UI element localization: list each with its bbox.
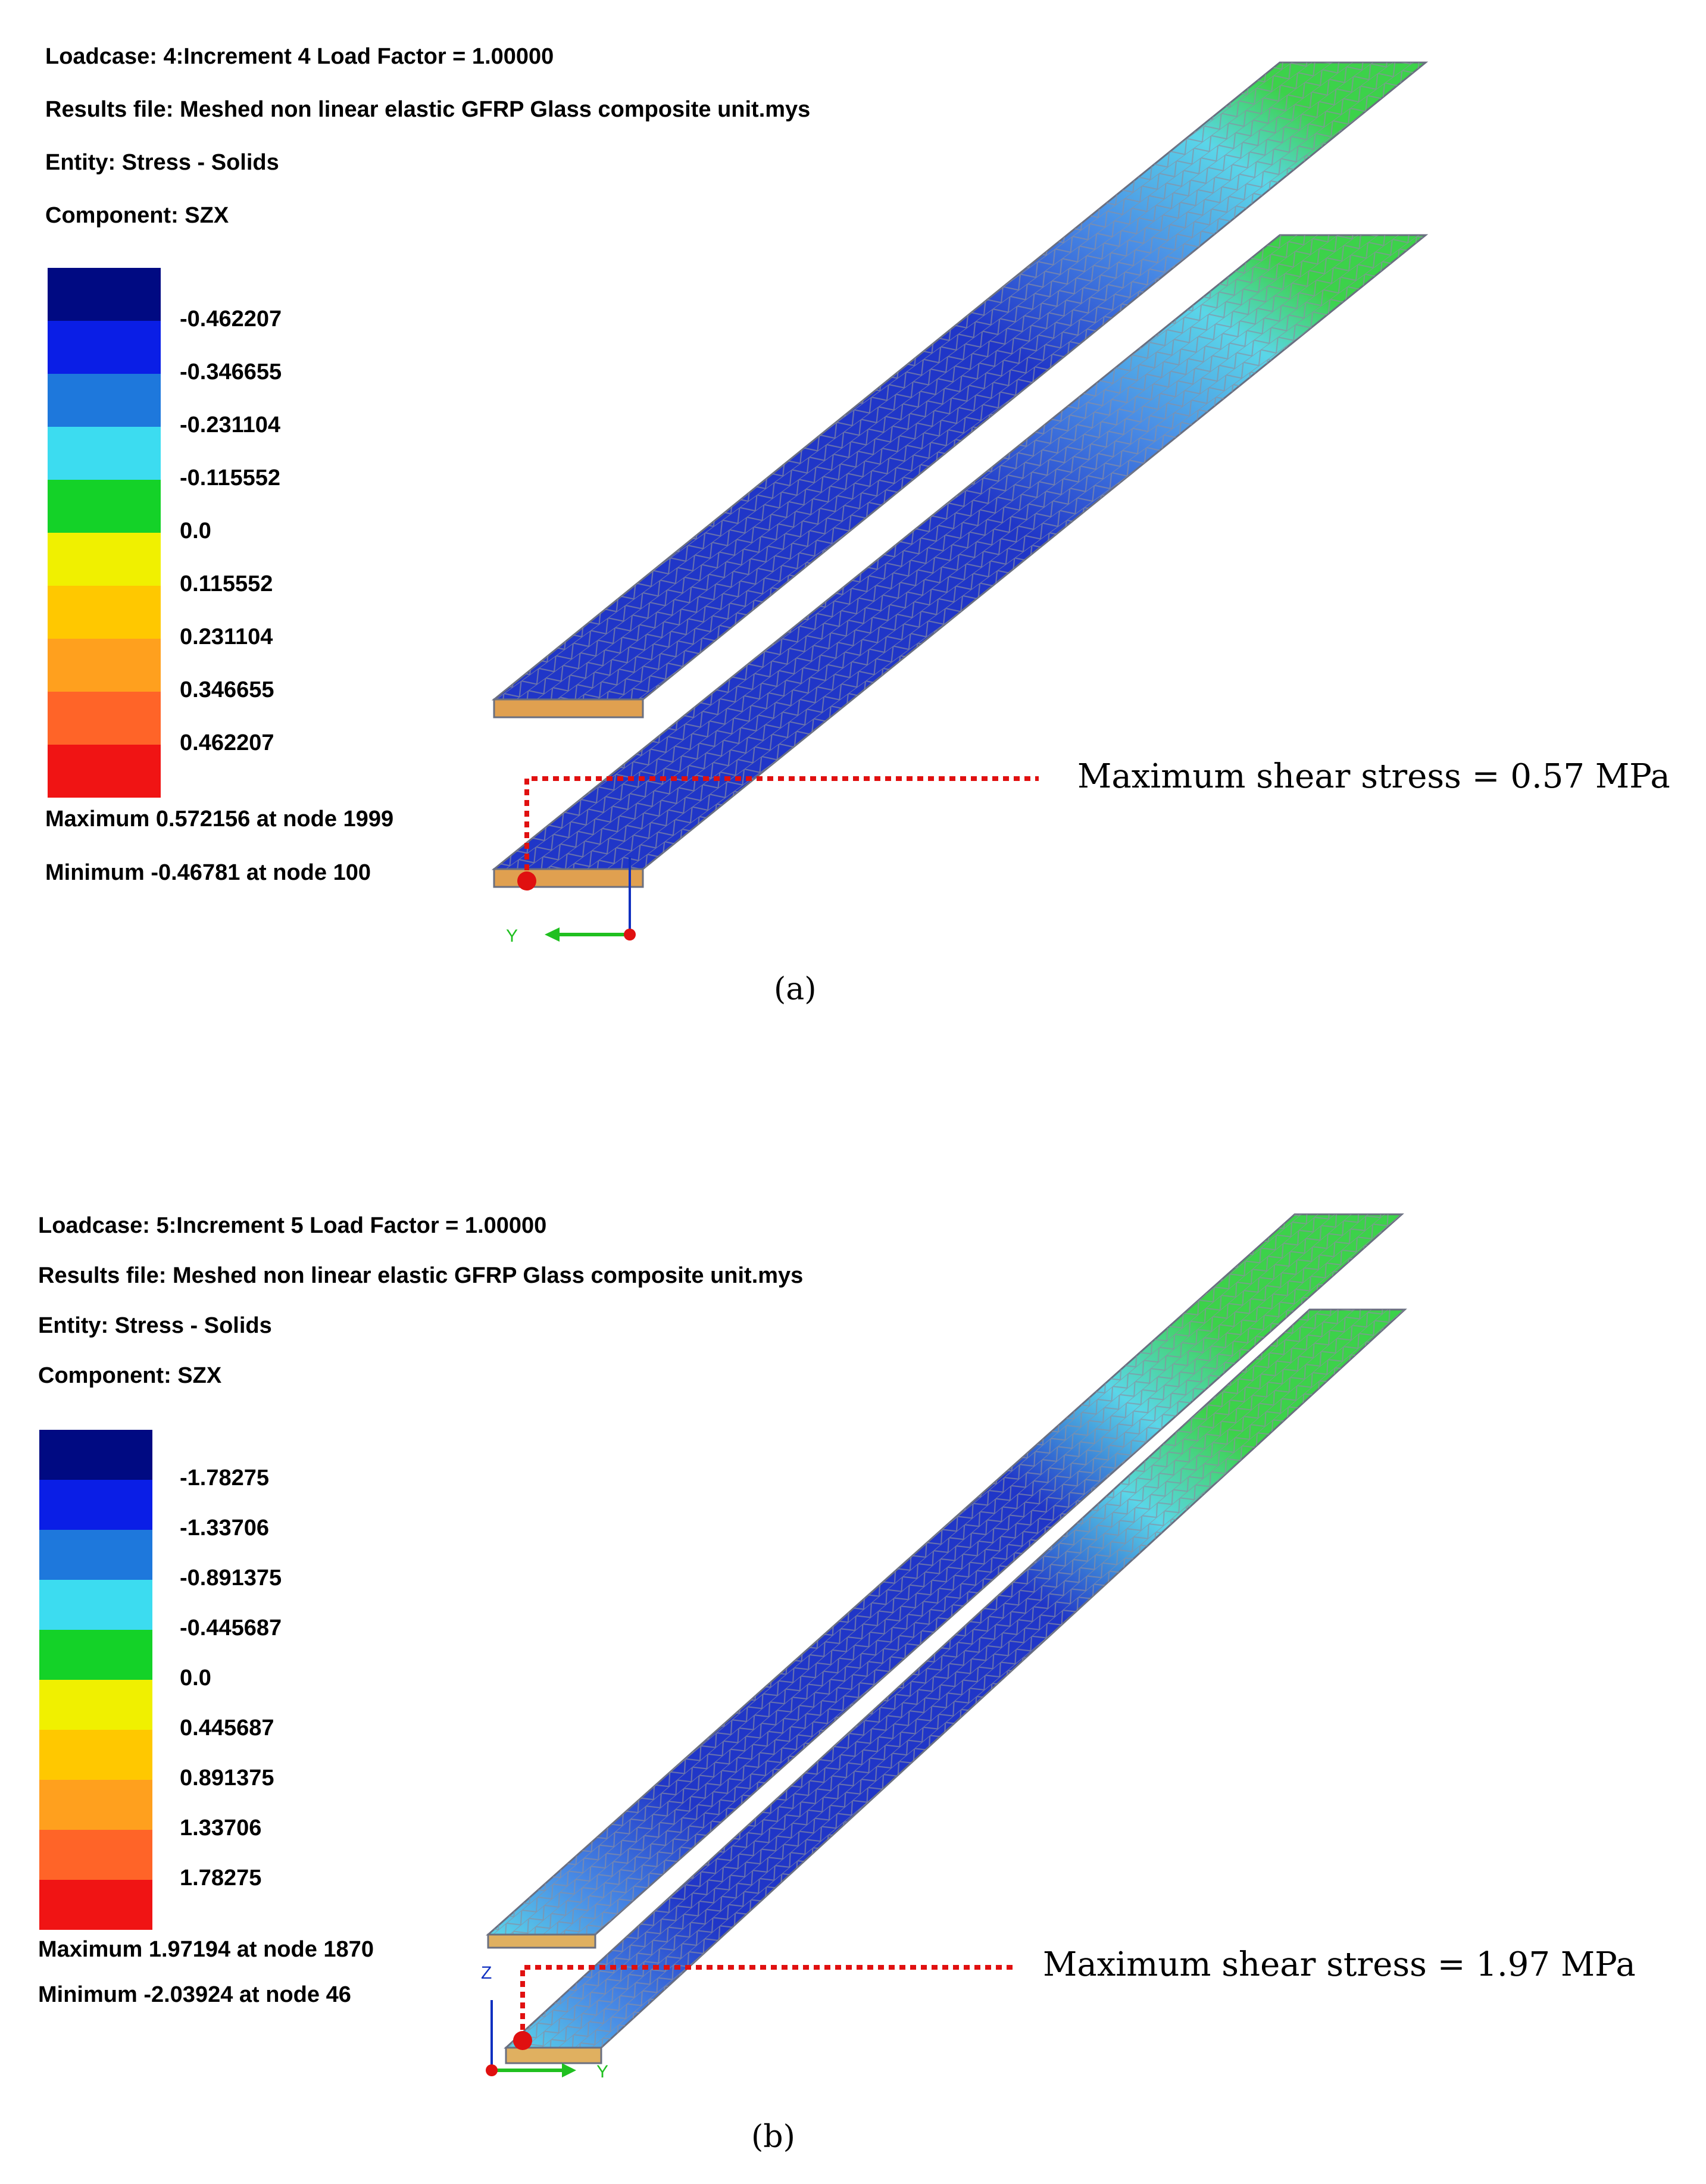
legend-value-label: 0.445687 bbox=[180, 1716, 274, 1741]
legend-band bbox=[39, 1780, 152, 1830]
axis-label-z-b: Z bbox=[481, 1963, 492, 1983]
legend-band bbox=[48, 427, 161, 480]
upper-strip-b bbox=[486, 1213, 1404, 1949]
legend-value-label: -0.231104 bbox=[180, 413, 281, 438]
legend-band bbox=[48, 268, 161, 321]
maximum-label: Maximum 0.572156 at node 1999 bbox=[45, 807, 394, 832]
legend-value-label: -0.462207 bbox=[180, 307, 282, 332]
minimum-label: Minimum -2.03924 at node 46 bbox=[38, 1982, 351, 2007]
results-file-label: Results file: Meshed non linear elastic … bbox=[45, 97, 811, 122]
legend-value-label: 0.231104 bbox=[180, 624, 273, 649]
max-shear-callout-a: Maximum shear stress = 0.57 MPa bbox=[1077, 757, 1670, 796]
legend-band bbox=[39, 1680, 152, 1730]
axis-label-y-b: Y bbox=[596, 2062, 608, 2082]
upper-strip-a bbox=[491, 61, 1429, 718]
panel-a: Loadcase: 4:Increment 4 Load Factor = 1.… bbox=[0, 0, 1706, 1060]
results-file-label: Results file: Meshed non linear elastic … bbox=[38, 1263, 804, 1288]
legend-value-label: -0.346655 bbox=[180, 360, 282, 385]
legend-band bbox=[39, 1630, 152, 1680]
legend-value-label: -1.33706 bbox=[180, 1516, 270, 1541]
leader-line-b bbox=[520, 1965, 1015, 2041]
minimum-label: Minimum -0.46781 at node 100 bbox=[45, 860, 371, 885]
fe-model-view-a: Y bbox=[491, 61, 1429, 946]
max-shear-callout-b: Maximum shear stress = 1.97 MPa bbox=[1043, 1945, 1636, 1984]
axes-triad-b: Z Y bbox=[481, 1963, 608, 2082]
legend-value-label: 0.0 bbox=[180, 518, 211, 543]
legend-band bbox=[48, 639, 161, 692]
lower-strip-a bbox=[491, 234, 1429, 888]
fe-model-view-b: Z Y bbox=[481, 1213, 1407, 2082]
lower-strip-b bbox=[504, 1308, 1407, 2064]
caption-a: (a) bbox=[774, 971, 817, 1007]
component-label: Component: SZX bbox=[45, 203, 229, 228]
legend-value-label: 0.891375 bbox=[180, 1766, 274, 1791]
color-legend-bar bbox=[39, 1430, 152, 1930]
legend-value-label: 0.346655 bbox=[180, 677, 274, 702]
legend-band bbox=[39, 1530, 152, 1580]
axis-label-y-a: Y bbox=[506, 926, 518, 946]
legend-value-label: 1.78275 bbox=[180, 1866, 262, 1891]
legend-band bbox=[48, 321, 161, 374]
loadcase-label: Loadcase: 4:Increment 4 Load Factor = 1.… bbox=[45, 44, 554, 69]
max-stress-marker-b bbox=[513, 2031, 532, 2050]
legend-value-label: -0.115552 bbox=[180, 465, 281, 490]
legend-band bbox=[39, 1430, 152, 1480]
legend-value-label: -1.78275 bbox=[180, 1466, 270, 1491]
axes-triad-a: Y bbox=[506, 857, 636, 946]
loadcase-label: Loadcase: 5:Increment 5 Load Factor = 1.… bbox=[38, 1213, 547, 1238]
panel-b: Loadcase: 5:Increment 5 Load Factor = 1.… bbox=[0, 1131, 1706, 2184]
legend-value-label: 0.462207 bbox=[180, 730, 274, 755]
color-legend-bar bbox=[48, 268, 161, 798]
legend-band bbox=[48, 374, 161, 427]
legend-band bbox=[39, 1580, 152, 1630]
legend-band bbox=[48, 480, 161, 533]
legend-value-label: -0.891375 bbox=[180, 1566, 282, 1591]
maximum-label: Maximum 1.97194 at node 1870 bbox=[38, 1937, 374, 1962]
entity-label: Entity: Stress - Solids bbox=[45, 150, 279, 175]
legend-value-label: 1.33706 bbox=[180, 1816, 262, 1841]
legend-band bbox=[48, 533, 161, 586]
legend-band bbox=[39, 1880, 152, 1930]
legend-value-label: -0.445687 bbox=[180, 1616, 282, 1641]
legend-value-label: 0.0 bbox=[180, 1666, 211, 1691]
entity-label: Entity: Stress - Solids bbox=[38, 1313, 272, 1338]
legend-value-label: 0.115552 bbox=[180, 571, 273, 596]
legend-band bbox=[39, 1830, 152, 1880]
caption-b: (b) bbox=[751, 2119, 795, 2155]
legend-band bbox=[48, 692, 161, 745]
leader-line-a bbox=[524, 776, 1039, 881]
component-label: Component: SZX bbox=[38, 1363, 222, 1388]
legend-band bbox=[48, 745, 161, 798]
legend-band bbox=[39, 1480, 152, 1530]
legend-band bbox=[48, 586, 161, 639]
max-stress-marker-a bbox=[517, 871, 536, 891]
legend-band bbox=[39, 1730, 152, 1780]
